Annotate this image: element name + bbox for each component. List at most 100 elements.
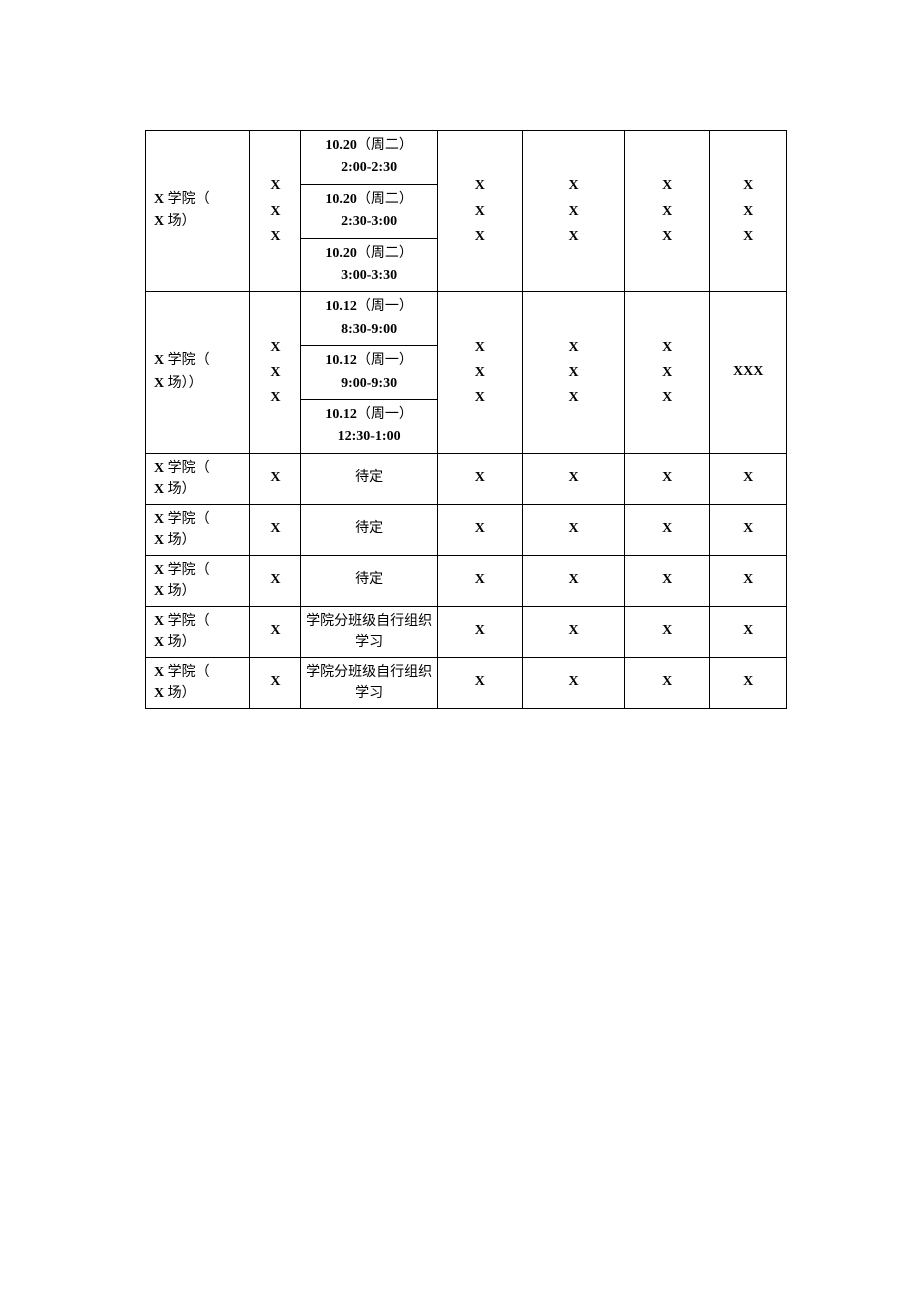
time-slot-cell: 10.20（周二） 2:30-3:00 [301,184,437,238]
cell: X [710,657,787,708]
cell-text: X [154,614,164,629]
cell-text: X [154,635,164,650]
cell-text: X [627,173,707,198]
cell: X [437,555,522,606]
cell-text: X [525,199,622,224]
cell: X [250,504,301,555]
cell-text: X [252,173,298,198]
table-row: X 学院（ X 场） X 学院分班级自行组织学习 X X X X [146,657,787,708]
cell-text: X [525,224,622,249]
cell-text: 学院（ [164,563,210,578]
cell-text: X [154,563,164,578]
stack-cell: X X X [250,131,301,292]
cell-text: XXX [712,361,784,383]
cell-text: X [252,385,298,410]
cell-text: X [154,214,164,229]
cell-text: X [525,335,622,360]
cell: 待定 [301,555,437,606]
cell-text: X [440,199,520,224]
slot-day: （周一） [357,353,413,368]
cell-text: X [712,199,784,224]
cell-text: 场） [164,214,196,229]
cell-text: X [712,224,784,249]
cell: X [625,657,710,708]
table-row: X 学院（ X 场） X 待定 X X X X [146,504,787,555]
stack-cell: X X X [710,131,787,292]
cell: X [437,657,522,708]
cell: X [437,504,522,555]
cell: X [522,555,624,606]
slot-day: （周二） [357,138,413,153]
cell-text: X [252,335,298,360]
cell-text: X [440,360,520,385]
slot-time: 12:30-1:00 [303,426,434,448]
cell: X [625,453,710,504]
cell-text: X [440,385,520,410]
time-slot-cell: 10.20（周二） 3:00-3:30 [301,238,437,292]
cell: X [250,606,301,657]
slot-time: 2:00-2:30 [303,157,434,179]
table-row: X 学院（ X 场） X 学院分班级自行组织学习 X X X X [146,606,787,657]
cell-text: X [154,512,164,527]
cell-text: 场） [164,635,196,650]
slot-day: （周二） [357,192,413,207]
time-slot-cell: 10.12（周一） 9:00-9:30 [301,346,437,400]
cell: X [625,606,710,657]
cell-text: X [440,224,520,249]
slot-date: 10.12 [325,353,357,368]
schedule-table: X 学院（ X 场） X X X 10.20（周二） 2:00-2:30 X X… [145,130,787,709]
cell: X [522,453,624,504]
cell-text: 学院（ [164,192,210,207]
slot-time: 2:30-3:00 [303,211,434,233]
cell-text: 学院（ [164,665,210,680]
slot-date: 10.20 [325,192,357,207]
cell-text: X [154,192,164,207]
stack-cell: X X X [625,292,710,453]
cell: X [710,453,787,504]
page-container: X 学院（ X 场） X X X 10.20（周二） 2:00-2:30 X X… [0,0,920,709]
stack-cell: X X X [522,131,624,292]
cell-text: X [154,482,164,497]
cell-text: X [154,584,164,599]
table-row: X 学院（ X 场）） X X X 10.12（周一） 8:30-9:00 X … [146,292,787,346]
stack-cell: XXX [710,292,787,453]
cell-text: X [712,173,784,198]
cell-text: X [154,376,164,391]
slot-date: 10.12 [325,299,357,314]
time-slot-cell: 10.12（周一） 12:30-1:00 [301,399,437,453]
cell: X [522,504,624,555]
slot-date: 10.20 [325,246,357,261]
cell-text: X [627,224,707,249]
college-cell: X 学院（ X 场） [146,453,250,504]
slot-time: 8:30-9:00 [303,319,434,341]
slot-date: 10.20 [325,138,357,153]
table-row: X 学院（ X 场） X 待定 X X X X [146,555,787,606]
cell-text: X [154,665,164,680]
cell-text: 场） [164,482,196,497]
cell-text: 场） [164,533,196,548]
cell: X [250,453,301,504]
cell-text: X [154,461,164,476]
college-cell: X 学院（ X 场） [146,131,250,292]
slot-time: 9:00-9:30 [303,373,434,395]
time-slot-cell: 10.20（周二） 2:00-2:30 [301,131,437,185]
cell: X [710,555,787,606]
stack-cell: X X X [625,131,710,292]
slot-date: 10.12 [325,407,357,422]
cell-text: X [627,199,707,224]
cell-text: 学院（ [164,353,210,368]
cell: 待定 [301,504,437,555]
cell: 学院分班级自行组织学习 [301,606,437,657]
cell: X [522,657,624,708]
cell: X [710,504,787,555]
table-row: X 学院（ X 场） X X X 10.20（周二） 2:00-2:30 X X… [146,131,787,185]
cell: X [250,555,301,606]
cell: X [437,453,522,504]
slot-day: （周一） [357,299,413,314]
cell-text: X [525,173,622,198]
slot-time: 3:00-3:30 [303,265,434,287]
cell-text: X [627,335,707,360]
cell-text: X [440,335,520,360]
cell-text: X [627,385,707,410]
slot-day: （周一） [357,407,413,422]
